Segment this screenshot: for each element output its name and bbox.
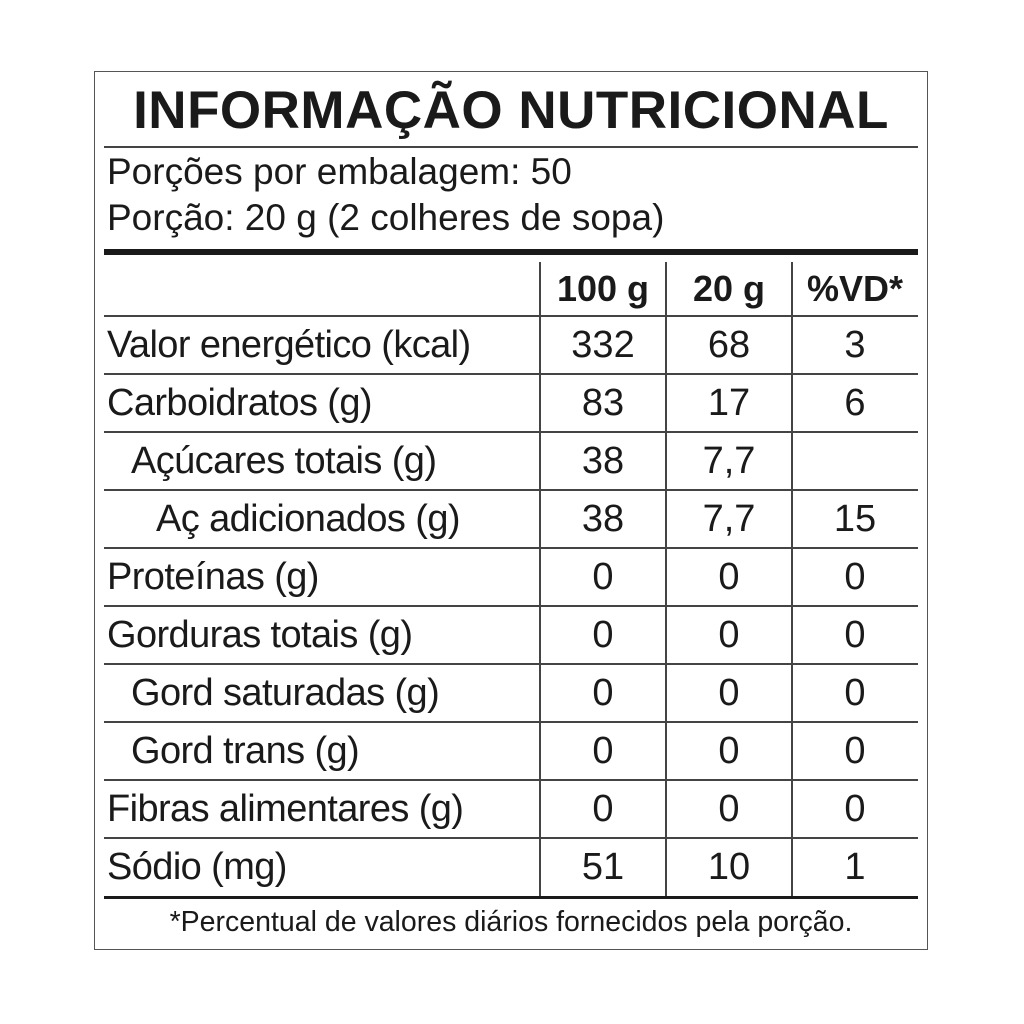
nutrient-name: Proteínas (g) <box>107 556 319 598</box>
nutrient-name: Gord saturadas (g) <box>131 672 440 714</box>
row-divider <box>104 489 918 491</box>
value-daily: 0 <box>844 730 866 772</box>
value-daily: 6 <box>844 382 866 424</box>
header-portion: 20 g <box>692 268 766 309</box>
value-portion: 0 <box>718 788 740 830</box>
value-100g: 83 <box>581 382 625 424</box>
value-100g: 0 <box>592 614 614 656</box>
value-portion: 0 <box>718 556 740 598</box>
table-row: Gorduras totais (g) 0 0 0 <box>104 606 918 664</box>
row-divider <box>104 547 918 549</box>
value-portion: 0 <box>718 730 740 772</box>
value-portion: 0 <box>718 614 740 656</box>
row-divider <box>104 837 918 839</box>
row-divider <box>104 373 918 375</box>
nutrient-name: Açúcares totais (g) <box>131 440 437 482</box>
row-divider <box>104 605 918 607</box>
table-row: Aç adicionados (g) 38 7,7 15 <box>104 490 918 548</box>
header-daily-value: %VD* <box>806 268 904 309</box>
value-100g: 0 <box>592 730 614 772</box>
value-portion: 7,7 <box>702 498 756 540</box>
value-daily: 1 <box>844 846 866 888</box>
value-100g: 332 <box>571 324 635 366</box>
value-daily: 0 <box>844 614 866 656</box>
table-row: Fibras alimentares (g) 0 0 0 <box>104 780 918 838</box>
table-header: 100 g 20 g %VD* <box>104 262 918 320</box>
nutrient-name: Fibras alimentares (g) <box>107 788 464 830</box>
table-row: Proteínas (g) 0 0 0 <box>104 548 918 606</box>
table-row: Açúcares totais (g) 38 7,7 <box>104 432 918 490</box>
nutrient-name: Gord trans (g) <box>131 730 360 772</box>
value-100g: 51 <box>581 846 625 888</box>
column-divider <box>539 262 541 898</box>
nutrient-name: Valor energético (kcal) <box>107 324 471 366</box>
nutrient-name: Sódio (mg) <box>107 846 287 888</box>
bottom-divider <box>104 896 918 899</box>
nutrition-label-frame <box>94 71 928 950</box>
table-row: Gord trans (g) 0 0 0 <box>104 722 918 780</box>
table-row: Carboidratos (g) 83 17 6 <box>104 374 918 432</box>
value-daily: 0 <box>844 672 866 714</box>
row-divider <box>104 663 918 665</box>
thick-divider <box>104 249 918 255</box>
value-portion: 7,7 <box>702 440 756 482</box>
nutrient-name: Aç adicionados (g) <box>156 498 461 540</box>
column-divider <box>665 262 667 898</box>
nutrient-name: Gorduras totais (g) <box>107 614 413 656</box>
divider <box>104 146 918 148</box>
value-daily <box>792 432 918 490</box>
value-100g: 0 <box>592 556 614 598</box>
value-daily: 3 <box>844 324 866 366</box>
value-100g: 38 <box>581 440 625 482</box>
footnote: *Percentual de valores diários fornecido… <box>169 906 853 938</box>
nutrient-name: Carboidratos (g) <box>107 382 373 424</box>
value-portion: 17 <box>707 382 751 424</box>
label-title: INFORMAÇÃO NUTRICIONAL <box>133 81 889 140</box>
value-portion: 10 <box>707 846 751 888</box>
row-divider <box>104 431 918 433</box>
value-portion: 0 <box>718 672 740 714</box>
row-divider <box>104 779 918 781</box>
value-daily: 15 <box>833 498 877 540</box>
table-row: Valor energético (kcal) 332 68 3 <box>104 316 918 374</box>
value-daily: 0 <box>844 788 866 830</box>
row-divider <box>104 315 918 317</box>
value-100g: 38 <box>581 498 625 540</box>
table-row: Sódio (mg) 51 10 1 <box>104 838 918 896</box>
column-divider <box>791 262 793 898</box>
value-100g: 0 <box>592 672 614 714</box>
value-portion: 68 <box>707 324 751 366</box>
row-divider <box>104 721 918 723</box>
value-100g: 0 <box>592 788 614 830</box>
servings-per-package: Porções por embalagem: 50 <box>107 151 572 192</box>
header-100g: 100 g <box>556 268 650 309</box>
serving-size: Porção: 20 g (2 colheres de sopa) <box>107 197 665 238</box>
table-row: Gord saturadas (g) 0 0 0 <box>104 664 918 722</box>
value-daily: 0 <box>844 556 866 598</box>
